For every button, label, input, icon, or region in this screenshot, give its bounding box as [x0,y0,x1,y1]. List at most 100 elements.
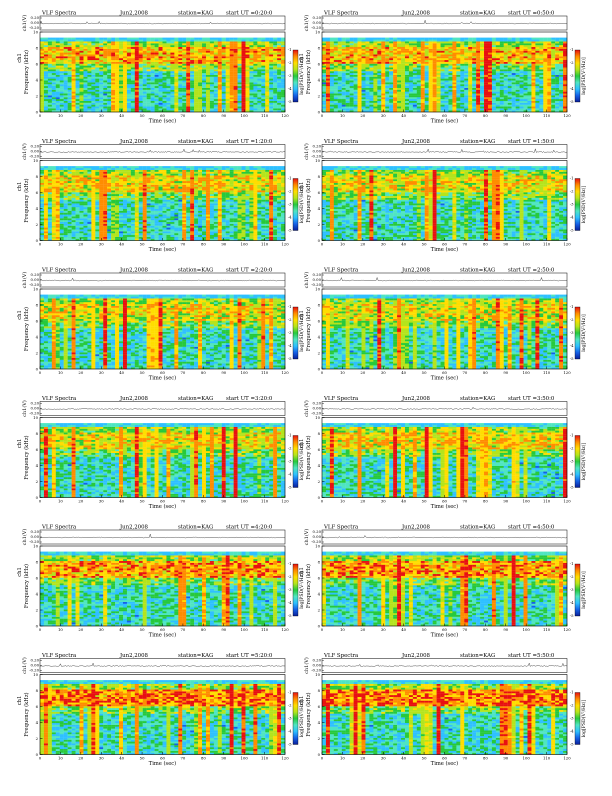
heatmap-cell [123,92,127,94]
heatmap-cell [551,86,555,88]
heatmap-cell [257,45,261,47]
heatmap-cell [516,103,520,105]
heatmap-cell [488,97,492,99]
heatmap-cell [405,84,409,86]
heatmap-cell [429,82,433,84]
heatmap-cell [460,101,464,103]
heatmap-cell [358,47,362,49]
heatmap-cell [52,95,56,97]
heatmap-cell [354,56,358,58]
heatmap-cell [186,58,190,60]
heatmap-cell [170,54,174,56]
heatmap-cell [147,71,151,73]
heatmap-cell [354,45,358,47]
heatmap-cell [253,101,257,103]
heatmap-cell [107,93,111,95]
heatmap-cell [373,86,377,88]
heatmap-cell [257,62,261,64]
heatmap-cell [91,108,95,110]
heatmap-cell [64,62,68,64]
heatmap-cell [83,82,87,84]
heatmap-cell [425,99,429,101]
heatmap-cell [334,67,338,69]
heatmap-cell [417,47,421,49]
heatmap-cell [226,54,230,56]
heatmap-cell [508,67,512,69]
heatmap-cell [131,43,135,45]
heatmap-cell [214,62,218,64]
heatmap-cell [433,52,437,54]
heatmap-cell [68,69,72,71]
heatmap-cell [60,93,64,95]
heatmap-cell [508,45,512,47]
heatmap-cell [214,39,218,41]
heatmap-cell [131,92,135,94]
heatmap-cell [245,101,249,103]
heatmap-cell [190,99,194,101]
heatmap-cell [354,84,358,86]
heatmap-cell [433,75,437,77]
heatmap-cell [397,58,401,60]
heatmap-cell [273,90,277,92]
heatmap-cell [119,92,123,94]
heatmap-cell [334,39,338,41]
heatmap-cell [265,69,269,71]
heatmap-cell [44,47,48,49]
heatmap-cell [123,108,127,110]
heatmap-cell [524,38,528,40]
heatmap-cell [456,101,460,103]
heatmap-cell [358,39,362,41]
heatmap-cell [139,67,143,69]
heatmap-cell [222,67,226,69]
heatmap-cell [472,66,476,68]
heatmap-cell [76,67,80,69]
heatmap-cell [362,60,366,62]
heatmap-cell [492,82,496,84]
heatmap-cell [242,86,246,88]
heatmap-cell [249,82,253,84]
heatmap-cell [281,49,285,51]
heatmap-cell [139,60,143,62]
heatmap-cell [91,95,95,97]
heatmap-cell [405,73,409,75]
heatmap-cell [342,52,346,54]
heatmap-cell [358,97,362,99]
heatmap-cell [143,51,147,53]
heatmap-cell [555,71,559,73]
heatmap-cell [135,43,139,45]
heatmap-cell [520,47,524,49]
heatmap-cell [441,75,445,77]
heatmap-cell [64,93,68,95]
x-tick-label: 70 [180,113,185,118]
heatmap-cell [342,97,346,99]
heatmap-cell [135,101,139,103]
heatmap-cell [123,80,127,82]
heatmap-cell [64,51,68,53]
heatmap-cell [445,52,449,54]
heatmap-cell [441,88,445,90]
heatmap-cell [476,43,480,45]
heatmap-cell [381,60,385,62]
heatmap-cell [83,93,87,95]
heatmap-cell [500,52,504,54]
heatmap-cell [448,45,452,47]
heatmap-cell [52,71,56,73]
heatmap-cell [226,67,230,69]
heatmap-cell [87,56,91,58]
heatmap-cell [452,47,456,49]
heatmap-cell [377,105,381,107]
heatmap-cell [143,62,147,64]
heatmap-cell [535,49,539,51]
heatmap-cell [269,64,273,66]
heatmap-cell [64,60,68,62]
heatmap-cell [214,95,218,97]
heatmap-cell [273,43,277,45]
heatmap-cell [155,93,159,95]
heatmap-cell [531,103,535,105]
heatmap-cell [170,84,174,86]
heatmap-cell [80,97,84,99]
heatmap-cell [277,71,281,73]
heatmap-cell [198,105,202,107]
heatmap-cell [147,43,151,45]
